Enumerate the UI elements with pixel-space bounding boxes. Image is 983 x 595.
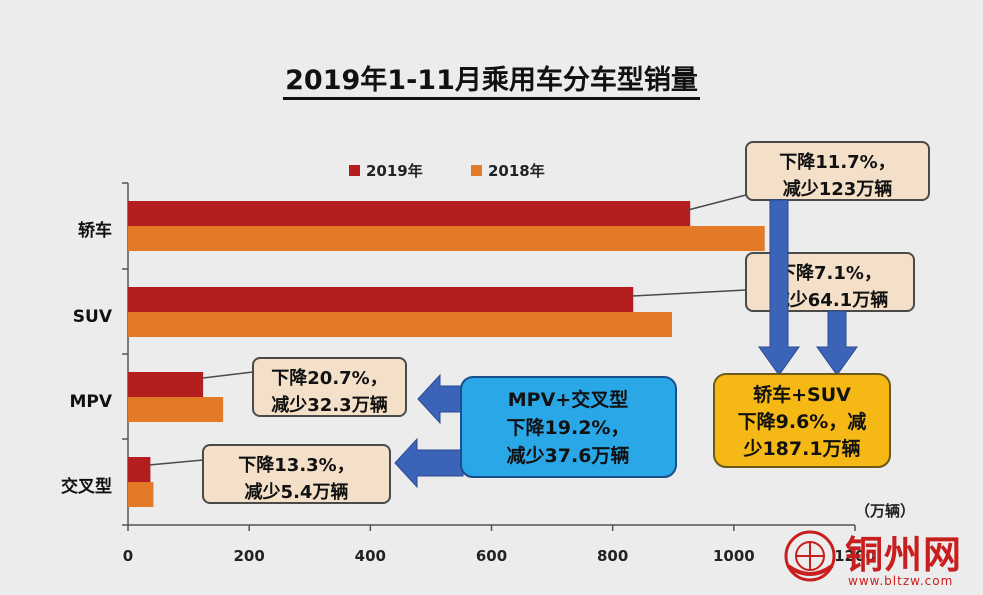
bar-0-0 [128,201,691,226]
x-tick-label-5: 1000 [713,547,755,565]
legend-swatch-2018 [471,165,482,176]
callout-cross-text-1: 减少5.4万辆 [245,481,349,503]
callout-suv-text-0: 下降7.1%， [778,262,882,284]
callout-suv-leader [631,289,747,297]
watermark-logo-icon [784,530,836,582]
arrow-to-mpv-icon [417,373,464,425]
legend-label-2018: 2018年 [488,162,545,180]
callout-sedan-text-0: 下降11.7%， [779,151,895,173]
callout-mpv-leader [202,371,254,379]
x-tick-label-2: 400 [355,547,386,565]
arrow-suv-down-icon [816,310,858,376]
legend-swatch-2019 [349,165,360,176]
unit-label: （万辆） [855,502,915,520]
watermark: 铜州网 www.bltzw.com [780,522,980,592]
callout-mpv-text-1: 减少32.3万辆 [271,394,387,416]
combo-mpv-text-0: MPV+交叉型 [508,388,628,411]
x-tick-label-6: 1200 [834,547,876,565]
callout-mpv-text-0: 下降20.7%， [271,367,387,389]
category-label-0: 轿车 [78,220,112,241]
bar-0-3 [128,457,151,482]
arrow-to-cross-icon [394,437,464,489]
combo-mpv-text-1: 下降19.2%， [507,416,630,439]
callout-mpv-box [252,357,407,417]
bar-0-2 [128,372,204,397]
combo-mpv-text-2: 减少37.6万辆 [507,444,630,467]
callout-sedan-box [745,141,930,201]
category-label-3: 交叉型 [61,476,112,497]
x-tick-label-1: 200 [234,547,265,565]
watermark-url: www.bltzw.com [848,574,954,588]
combo-suv-text-0: 轿车+SUV [753,383,851,406]
callout-cross-text-0: 下降13.3%， [238,454,354,476]
chart-title-text: 2019年1-11月乘用车分车型销量 [283,65,700,100]
legend-item-2019: 2019年 [349,160,423,181]
legend-label-2019: 2019年 [366,162,423,180]
combo-suv-text-2: 少187.1万辆 [742,437,860,460]
bar-1-0 [128,226,765,251]
combo-mpv-box [460,376,677,478]
category-label-1: SUV [73,307,113,327]
category-label-2: MPV [69,392,112,412]
chart-title: 2019年1-11月乘用车分车型销量 [0,58,983,100]
callout-suv-text-1: 减少64.1万辆 [772,289,888,311]
x-tick-label-0: 0 [123,547,133,565]
x-tick-label-3: 600 [476,547,507,565]
callout-cross-leader [148,459,204,466]
bar-1-2 [128,397,224,422]
callout-sedan-leader [687,194,747,211]
combo-suv-box [713,373,891,468]
x-tick-label-4: 800 [597,547,628,565]
watermark-text: 铜州网 [845,532,963,577]
bar-1-3 [128,482,154,507]
callout-sedan-text-1: 减少123万辆 [783,178,893,200]
bar-0-1 [128,287,634,312]
callout-cross-box [202,444,391,504]
combo-suv-text-1: 下降9.6%，减 [738,410,867,433]
legend-item-2018: 2018年 [471,160,545,181]
arrow-sedan-down-icon [758,199,800,376]
bar-1-1 [128,312,673,337]
